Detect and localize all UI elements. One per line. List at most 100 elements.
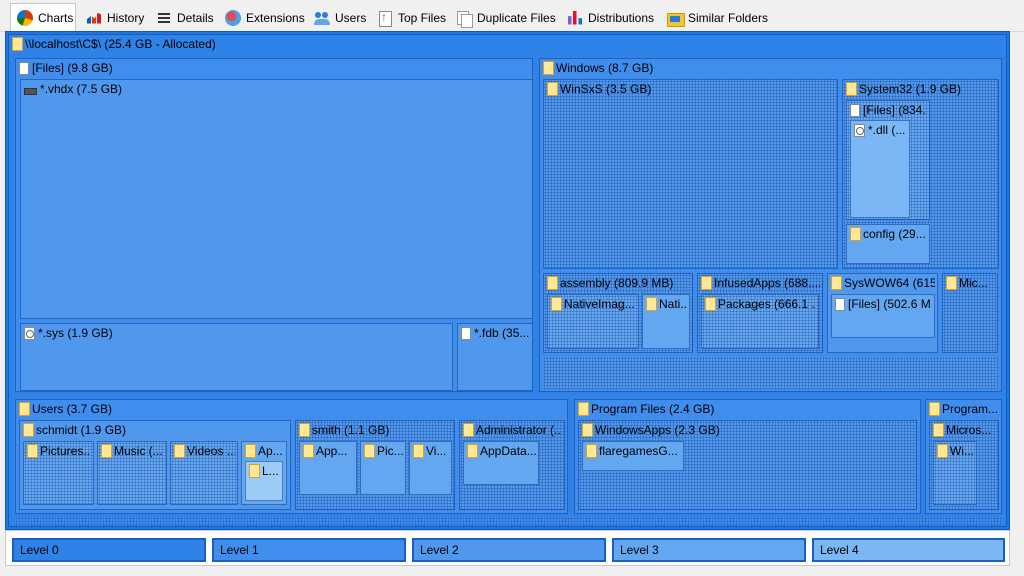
node-label: [Files] (834... xyxy=(863,103,927,117)
tab-label: Similar Folders xyxy=(688,10,769,25)
file-icon xyxy=(850,103,860,117)
treemap-node-sys[interactable]: *.sys (1.9 GB) xyxy=(20,323,453,391)
treemap-node-infusedapps[interactable]: InfusedApps (688.... Packages (666.1 ... xyxy=(697,273,823,353)
folder-icon xyxy=(174,444,185,458)
treemap-node-schmidt[interactable]: schmidt (1.9 GB) Pictures... Music (... … xyxy=(19,420,291,510)
node-label: Wi... xyxy=(950,444,974,458)
treemap-node-program-files[interactable]: Program Files (2.4 GB) WindowsApps (2.3 … xyxy=(574,399,921,514)
folder-icon xyxy=(578,402,589,416)
legend-level-3[interactable]: Level 3 xyxy=(612,538,806,562)
node-label: Videos ... xyxy=(187,444,235,458)
folder-icon xyxy=(547,276,558,290)
folder-icon xyxy=(19,402,30,416)
node-label: App... xyxy=(316,444,348,458)
treemap-node-system32[interactable]: System32 (1.9 GB) [Files] (834... *.dll … xyxy=(842,79,999,269)
treemap-node-packages[interactable]: Packages (666.1 ... xyxy=(701,294,819,349)
node-label: *.fdb (35... xyxy=(474,326,530,340)
node-label: Users (3.7 GB) xyxy=(32,402,113,416)
tab-extensions[interactable]: Extensions xyxy=(219,5,307,30)
treemap-node-microsoft-x86[interactable]: Micros... Wi... xyxy=(929,420,999,510)
node-label: WinSxS (3.5 GB) xyxy=(560,82,652,96)
disk-image-icon xyxy=(24,87,37,95)
users-icon xyxy=(314,10,330,26)
tab-users[interactable]: Users xyxy=(308,5,370,30)
legend-level-0[interactable]: Level 0 xyxy=(12,538,206,562)
treemap-chart[interactable]: \\localhost\C$\ (25.4 GB - Allocated) [F… xyxy=(5,31,1010,530)
legend-level-1[interactable]: Level 1 xyxy=(212,538,406,562)
tab-top-files[interactable]: Top Files xyxy=(371,5,449,30)
tab-similar-folders[interactable]: Similar Folders xyxy=(661,5,773,30)
top-files-icon xyxy=(377,10,393,27)
treemap-node-microsoft[interactable]: Mic... xyxy=(942,273,998,353)
node-label: SysWOW64 (615.... xyxy=(844,276,935,290)
folder-icon xyxy=(646,297,657,311)
folder-icon xyxy=(23,423,34,437)
treemap-node-syswow64-files[interactable]: [Files] (502.6 M... xyxy=(831,294,935,338)
treemap-node-fdb[interactable]: *.fdb (35... xyxy=(457,323,532,391)
folder-icon xyxy=(850,227,861,241)
folder-icon xyxy=(249,464,260,478)
view-tab-bar: Charts History Details Extensions Users … xyxy=(0,0,1024,32)
folder-icon xyxy=(946,276,957,290)
node-label: NativeImag... xyxy=(564,297,635,311)
node-label: L... xyxy=(262,464,279,478)
folder-icon xyxy=(929,402,940,416)
treemap-node-smith[interactable]: smith (1.1 GB) App... Pic... Vi... xyxy=(295,420,455,510)
tab-details[interactable]: Details xyxy=(150,5,216,30)
treemap-node-administrator[interactable]: Administrator (... AppData... xyxy=(459,420,565,510)
treemap-node-nativeimages-1[interactable]: NativeImag... xyxy=(547,294,639,349)
treemap-node-videos[interactable]: Videos ... xyxy=(170,441,238,505)
duplicate-files-icon xyxy=(456,10,473,28)
folder-icon xyxy=(543,61,554,75)
history-chart-icon xyxy=(86,10,102,26)
treemap-node-config[interactable]: config (29... xyxy=(846,224,930,264)
node-label: config (29... xyxy=(863,227,926,241)
treemap-node-windows-other[interactable] xyxy=(543,357,998,389)
file-icon xyxy=(19,61,29,75)
treemap-node-appdata-schmidt[interactable]: Ap... L... xyxy=(241,441,287,505)
tab-distributions[interactable]: Distributions xyxy=(561,5,661,30)
treemap-node-nativeimages-2[interactable]: Nati... xyxy=(642,294,690,349)
treemap-node-dll[interactable]: *.dll (... xyxy=(850,120,910,218)
treemap-node-windows[interactable]: Windows (8.7 GB) WinSxS (3.5 GB) System3… xyxy=(539,58,1002,392)
treemap-node-music[interactable]: Music (... xyxy=(97,441,167,505)
treemap-node-winsxs[interactable]: WinSxS (3.5 GB) xyxy=(543,79,838,269)
treemap-node-smith-appdata[interactable]: App... xyxy=(299,441,357,495)
node-label: InfusedApps (688.... xyxy=(714,276,820,290)
tab-duplicate-files[interactable]: Duplicate Files xyxy=(450,5,560,30)
folder-icon xyxy=(299,423,310,437)
treemap-node-windowsapps[interactable]: WindowsApps (2.3 GB) flaregamesG... xyxy=(578,420,917,510)
treemap-node-vhdx[interactable]: *.vhdx (7.5 GB) xyxy=(20,79,532,319)
folder-icon xyxy=(705,297,716,311)
treemap-node-local[interactable]: L... xyxy=(245,461,283,501)
treemap-node-root[interactable]: \\localhost\C$\ (25.4 GB - Allocated) [F… xyxy=(8,34,1007,527)
node-label: Program Files (2.4 GB) xyxy=(591,402,715,416)
treemap-node-flaregames[interactable]: flaregamesG... xyxy=(582,441,684,471)
legend-level-2[interactable]: Level 2 xyxy=(412,538,606,562)
treemap-node-assembly[interactable]: assembly (809.9 MB) NativeImag... Nati..… xyxy=(543,273,693,353)
treemap-node-pictures[interactable]: Pictures... xyxy=(23,441,94,505)
treemap-node-program-files-x86[interactable]: Program... Micros... Wi... xyxy=(925,399,1002,514)
folder-icon xyxy=(101,444,112,458)
legend-level-4[interactable]: Level 4 xyxy=(812,538,1005,562)
tab-charts[interactable]: Charts xyxy=(10,3,76,32)
node-label: Mic... xyxy=(959,276,988,290)
treemap-node-admin-appdata[interactable]: AppData... xyxy=(463,441,539,485)
details-list-icon xyxy=(156,10,172,26)
treemap-node-system32-files[interactable]: [Files] (834... *.dll (... xyxy=(846,100,930,220)
tab-label: Top Files xyxy=(398,10,447,25)
node-label: *.sys (1.9 GB) xyxy=(38,326,113,340)
folder-icon xyxy=(547,82,558,96)
tab-history[interactable]: History xyxy=(80,5,148,30)
treemap-node-syswow64[interactable]: SysWOW64 (615.... [Files] (502.6 M... xyxy=(827,273,938,353)
tab-label: History xyxy=(107,10,145,25)
treemap-node-files[interactable]: [Files] (9.8 GB) *.vhdx (7.5 GB) *.sys (… xyxy=(15,58,533,392)
tab-label: Extensions xyxy=(246,10,305,25)
treemap-node-windows-x86[interactable]: Wi... xyxy=(933,441,977,505)
folder-icon xyxy=(831,276,842,290)
treemap-node-users[interactable]: Users (3.7 GB) schmidt (1.9 GB) Pictures… xyxy=(15,399,568,514)
node-label: Packages (666.1 ... xyxy=(718,297,816,311)
treemap-node-other[interactable] xyxy=(15,517,1002,525)
treemap-node-smith-videos[interactable]: Vi... xyxy=(409,441,452,495)
treemap-node-smith-pictures[interactable]: Pic... xyxy=(360,441,406,495)
